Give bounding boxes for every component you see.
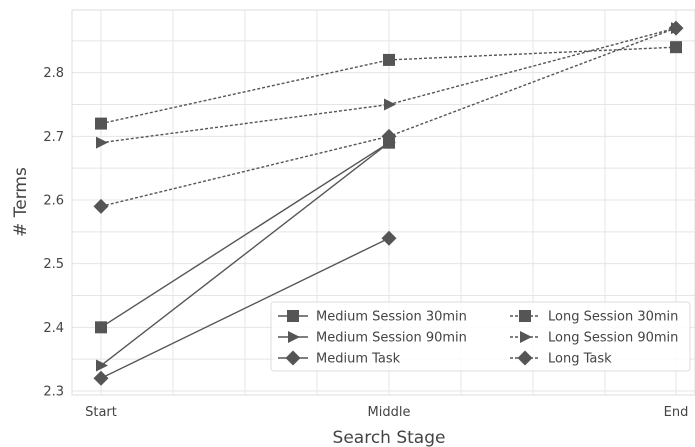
series-line-2: [100, 237, 390, 379]
data-point-3-2: [670, 41, 682, 54]
legend-label-3: Long Session 30min: [548, 310, 678, 325]
data-point-0-0: [95, 321, 107, 334]
legend-entry-0: Medium Session 30min: [278, 310, 467, 325]
series-line-1: [100, 142, 390, 367]
x-tick-label-0: Start: [85, 405, 117, 420]
series-line-0: [100, 142, 390, 328]
legend-marker-3: [519, 310, 531, 322]
series-2: [93, 230, 397, 386]
legend-marker-4: [520, 331, 532, 343]
y-tick-label-3: 2.6: [43, 193, 64, 208]
y-tick-label-5: 2.8: [43, 66, 64, 81]
legend-label-1: Medium Session 90min: [316, 331, 467, 346]
data-point-2-0: [93, 370, 109, 386]
y-tick-label-0: 2.3: [43, 385, 64, 400]
data-point-1-0: [96, 359, 108, 372]
data-point-4-0: [96, 136, 108, 149]
legend-label-5: Long Task: [548, 352, 612, 367]
data-point-4-1: [384, 98, 396, 111]
series-layer: [93, 20, 684, 386]
x-axis-ticks: Start Middle End: [85, 405, 688, 420]
legend-label-2: Medium Task: [316, 352, 401, 367]
series-line-3: [100, 46, 677, 125]
data-point-2-1: [381, 230, 397, 246]
legend-entry-2: Medium Task: [278, 350, 401, 367]
data-point-5-2: [668, 20, 684, 36]
legend-box: [270, 301, 691, 372]
series-5: [93, 20, 684, 214]
legend-marker-0: [287, 310, 299, 322]
legend-entry-3: Long Session 30min: [510, 310, 678, 325]
x-axis-label: Search Stage: [333, 428, 446, 447]
legend-entry-5: Long Task: [510, 350, 612, 367]
legend-entry-1: Medium Session 90min: [278, 331, 467, 346]
y-axis-ticks: 2.3 2.4 2.5 2.6 2.7 2.8: [43, 66, 64, 399]
legend-label-0: Medium Session 30min: [316, 310, 467, 325]
legend: Medium Session 30min Medium Session 90min…: [270, 301, 691, 372]
x-tick-label-2: End: [664, 405, 689, 420]
y-tick-label-4: 2.7: [43, 130, 64, 145]
y-tick-label-1: 2.4: [43, 321, 64, 336]
y-tick-label-2: 2.5: [43, 257, 64, 272]
data-point-5-0: [93, 198, 109, 214]
legend-marker-2: [285, 350, 301, 366]
data-point-3-1: [383, 53, 395, 66]
data-point-5-1: [381, 128, 397, 144]
legend-label-4: Long Session 90min: [548, 331, 678, 346]
legend-marker-5: [517, 350, 533, 366]
data-point-3-0: [95, 117, 107, 130]
plot-frame: [71, 9, 695, 396]
legend-marker-1: [288, 331, 300, 343]
y-axis-label: # Terms: [11, 167, 31, 237]
series-3: [95, 41, 682, 130]
legend-entry-4: Long Session 90min: [510, 331, 678, 346]
x-tick-label-1: Middle: [368, 405, 411, 420]
